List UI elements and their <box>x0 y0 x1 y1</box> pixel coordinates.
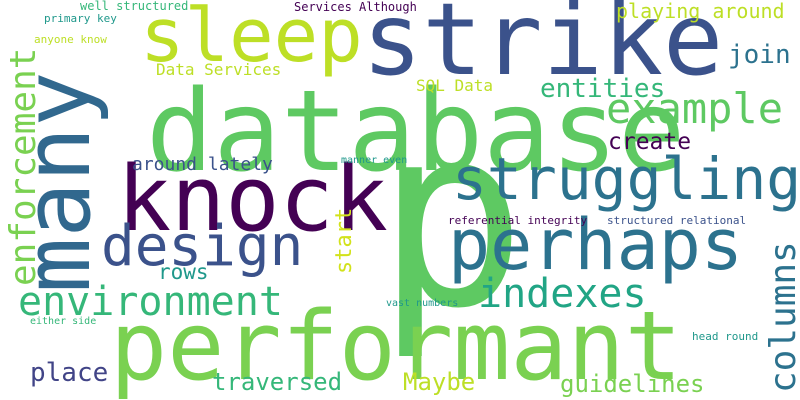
word-primary-key: primary key <box>44 12 117 25</box>
word-vast-numbers: vast numbers <box>386 298 459 309</box>
word-indexes: indexes <box>478 271 647 317</box>
word-start: start <box>332 207 357 274</box>
word-well-structured: well structured <box>80 0 189 13</box>
word-p: p <box>376 72 527 363</box>
word-enforcement: enforcement <box>3 47 44 286</box>
word-either-side: either side <box>30 316 97 327</box>
word-struggling: struggling <box>452 145 800 213</box>
word-anyone-know: anyone know <box>34 33 107 46</box>
word-design: design <box>101 214 304 279</box>
word-guidelines: guidelines <box>560 370 705 398</box>
word-services-although: Services Although <box>294 0 417 14</box>
word-playing-around: playing around <box>616 0 785 23</box>
word-create: create <box>608 129 692 155</box>
word-example: example <box>606 84 784 133</box>
word-referential-integrity: referential integrity <box>448 214 588 227</box>
word-sleep: sleep <box>140 0 363 79</box>
word-strike: strike <box>362 0 724 98</box>
word-around-lately: around lately <box>132 154 273 175</box>
word-columns: columns <box>763 241 800 393</box>
word-performant: performant <box>110 292 682 400</box>
word-data-services: Data Services <box>156 60 282 79</box>
word-knock: knock <box>117 147 388 252</box>
word-join: join <box>728 40 791 70</box>
word-database: database <box>146 67 686 197</box>
word-structured-relational: structured relational <box>607 214 747 227</box>
word-environment: environment <box>18 279 283 325</box>
word-head-round: head round <box>692 330 759 343</box>
word-rows: rows <box>158 260 209 284</box>
word-perhaps: perhaps <box>448 204 744 286</box>
word-traversed: traversed <box>212 368 343 396</box>
word-place: place <box>30 358 109 388</box>
word-entities: entities <box>540 74 666 104</box>
word-maybe: Maybe <box>403 368 476 396</box>
word-manner-even: manner even <box>341 155 408 166</box>
word-sql-data: SQL Data <box>416 76 494 95</box>
